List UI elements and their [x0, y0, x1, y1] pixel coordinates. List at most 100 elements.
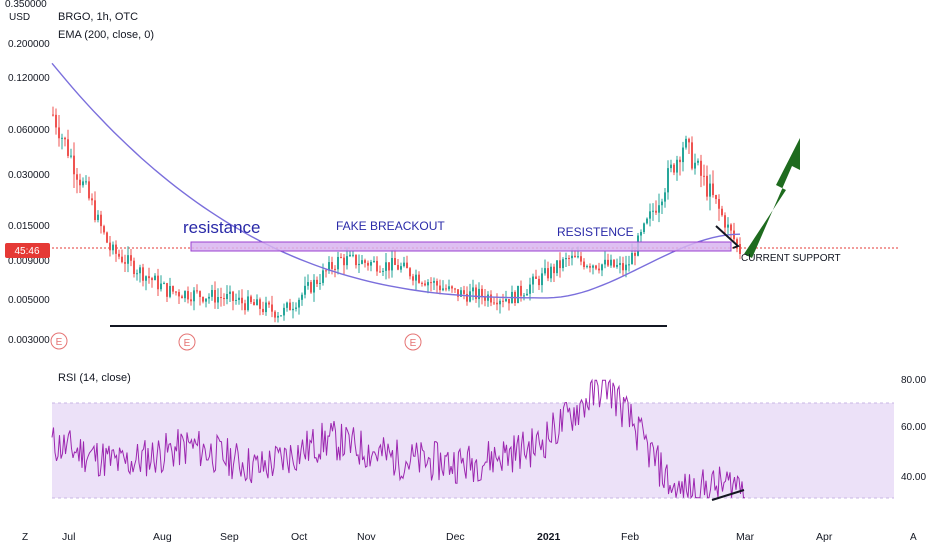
- candle-body: [679, 159, 681, 163]
- candle-body: [67, 139, 69, 156]
- time-tick: Apr: [816, 531, 833, 543]
- candle-body: [457, 289, 459, 297]
- candle-body: [676, 159, 678, 173]
- candle-body: [157, 275, 159, 290]
- candle-body: [712, 183, 714, 196]
- price-pane[interactable]: resistance FAKE BREACKOUT RESISTENCE CUR…: [50, 62, 898, 351]
- price-tick: 0.015000: [8, 221, 50, 232]
- candle-body: [433, 280, 435, 283]
- rsi-pane[interactable]: RSI (14, close) 80.00 60.00 40.00: [51, 372, 926, 501]
- earnings-marker[interactable]: E: [50, 332, 68, 350]
- candle-body: [583, 261, 585, 268]
- time-tick: Sep: [220, 531, 239, 543]
- candle-body: [163, 283, 165, 285]
- candle-body: [694, 162, 696, 169]
- candle-body: [436, 280, 438, 286]
- candle-body: [370, 261, 372, 266]
- candle-body: [700, 160, 702, 176]
- candle-body: [100, 214, 102, 227]
- candle-body: [265, 302, 267, 313]
- candle-body: [721, 208, 723, 216]
- candle-body: [166, 283, 168, 297]
- candle-body: [208, 296, 210, 299]
- candle-body: [301, 294, 303, 300]
- time-tick: Oct: [291, 531, 307, 543]
- candle-body: [646, 218, 648, 224]
- auto-scale-icon[interactable]: A: [910, 532, 917, 543]
- time-tick: Dec: [446, 531, 465, 543]
- candle-body: [493, 302, 495, 304]
- candle-body: [232, 291, 234, 301]
- price-badge: 45:46: [5, 243, 50, 258]
- candle-body: [685, 138, 687, 148]
- candle-body: [259, 299, 261, 309]
- time-tick: Nov: [357, 531, 376, 543]
- candle-body: [526, 293, 528, 296]
- candle-body: [193, 290, 195, 302]
- candle-body: [724, 215, 726, 228]
- candle-body: [451, 286, 453, 289]
- candle-body: [91, 198, 93, 201]
- rsi-divergence-line: [711, 489, 745, 501]
- candle-body: [421, 282, 423, 284]
- candle-body: [133, 260, 135, 275]
- candle-body: [304, 285, 306, 295]
- candle-body: [391, 258, 393, 271]
- time-axis[interactable]: Jul Aug Sep Oct Nov Dec 2021 Feb Mar Apr: [62, 531, 833, 543]
- candle-body: [283, 307, 285, 316]
- candle-body: [397, 264, 399, 270]
- candle-body: [505, 298, 507, 302]
- earnings-marker[interactable]: E: [178, 333, 196, 351]
- candle-body: [631, 252, 633, 265]
- candle-body: [709, 183, 711, 197]
- candle-body: [496, 302, 498, 305]
- candle-body: [73, 155, 75, 175]
- descending-support-line: [715, 225, 740, 249]
- candle-body: [418, 274, 420, 283]
- candle-body: [610, 259, 612, 266]
- candle-body: [625, 264, 627, 271]
- candle-body: [592, 265, 594, 268]
- candle-body: [340, 256, 342, 258]
- candle-body: [466, 293, 468, 302]
- earnings-marker-label: E: [56, 337, 63, 348]
- candle-body: [367, 262, 369, 266]
- candle-body: [664, 192, 666, 202]
- zoom-icon[interactable]: Z: [22, 532, 28, 543]
- candle-body: [244, 303, 246, 311]
- candle-body: [502, 300, 504, 302]
- candle-body: [331, 262, 333, 269]
- annotation-current-support: CURRENT SUPPORT: [741, 253, 841, 264]
- price-badge-bg: [5, 243, 50, 258]
- candle-body: [571, 255, 573, 259]
- candle-body: [640, 232, 642, 236]
- candle-body: [358, 263, 360, 266]
- candle-body: [274, 311, 276, 318]
- candle-body: [490, 294, 492, 303]
- candle-body: [565, 258, 567, 260]
- top-price-partial: 0.350000: [5, 0, 47, 10]
- earnings-marker[interactable]: E: [404, 333, 422, 351]
- candle-body: [442, 288, 444, 291]
- candle-body: [190, 299, 192, 302]
- price-axis[interactable]: 0.200000 0.120000 0.060000 0.030000 0.01…: [8, 39, 50, 346]
- candle-body: [235, 299, 237, 301]
- candle-body: [406, 262, 408, 269]
- candle-body: [568, 258, 570, 260]
- annotation-resistance-right: RESISTENCE: [557, 225, 634, 239]
- candle-body: [667, 168, 669, 193]
- candle-body: [532, 276, 534, 285]
- price-tick: 0.030000: [8, 170, 50, 181]
- rsi-legend: RSI (14, close): [58, 372, 131, 384]
- price-tick: 0.120000: [8, 73, 50, 84]
- candle-body: [337, 256, 339, 270]
- candle-body: [289, 302, 291, 311]
- candle-body: [703, 175, 705, 177]
- candle-body: [589, 266, 591, 268]
- candle-body: [280, 315, 282, 317]
- candle-body: [85, 181, 87, 183]
- rsi-tick: 60.00: [901, 422, 926, 433]
- price-tick: 0.003000: [8, 335, 50, 346]
- candle-body: [460, 290, 462, 297]
- candle-body: [118, 253, 120, 257]
